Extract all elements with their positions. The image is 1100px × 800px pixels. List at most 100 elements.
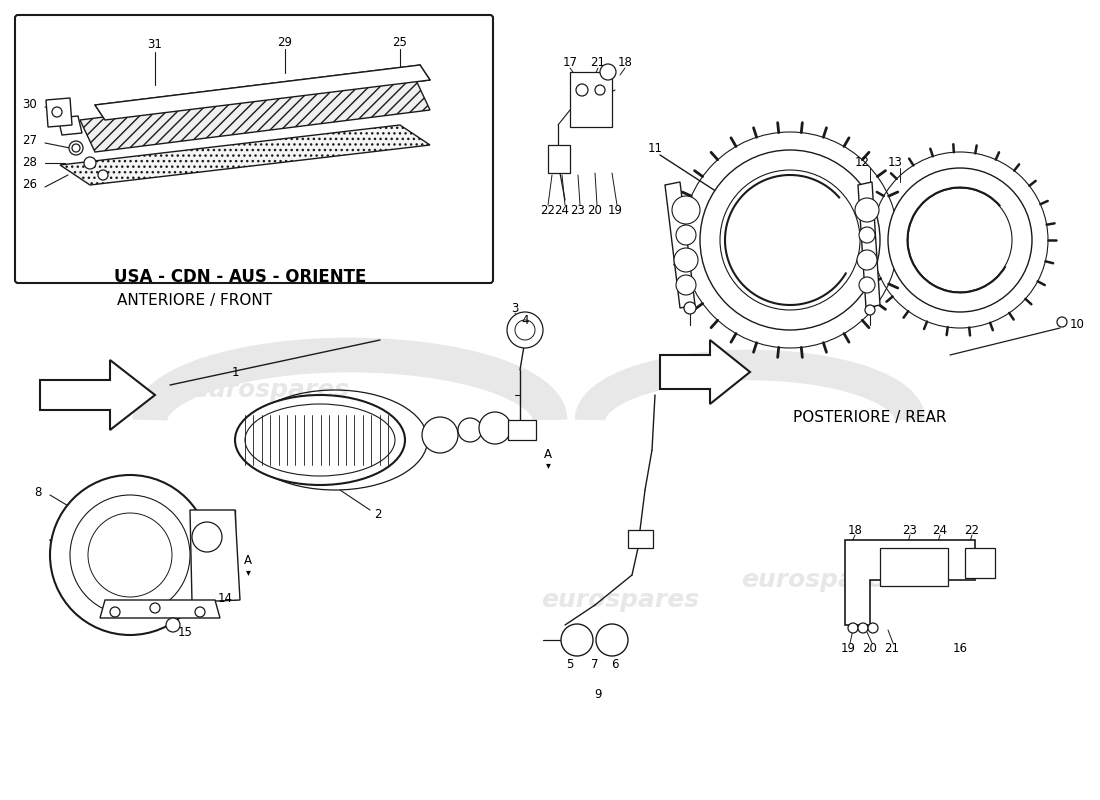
Circle shape [515, 320, 535, 340]
Text: 22: 22 [540, 203, 556, 217]
Text: 23: 23 [903, 523, 917, 537]
Circle shape [195, 607, 205, 617]
Text: eurospares: eurospares [741, 568, 899, 592]
Polygon shape [80, 78, 430, 152]
Polygon shape [190, 510, 240, 602]
Bar [548, 145, 570, 173]
Text: ANTERIORE / FRONT: ANTERIORE / FRONT [118, 293, 273, 308]
Circle shape [888, 168, 1032, 312]
Text: 6: 6 [612, 658, 618, 671]
Text: 25: 25 [393, 35, 407, 49]
Circle shape [672, 196, 700, 224]
Circle shape [478, 412, 512, 444]
Bar [965, 548, 996, 578]
Circle shape [507, 312, 543, 348]
Circle shape [676, 225, 696, 245]
Text: 19: 19 [607, 203, 623, 217]
Text: 22: 22 [965, 523, 979, 537]
Ellipse shape [235, 395, 405, 485]
Text: 29: 29 [277, 35, 293, 49]
Circle shape [576, 84, 588, 96]
Text: 5: 5 [566, 658, 574, 671]
Text: 9: 9 [594, 689, 602, 702]
Text: 20: 20 [862, 642, 878, 654]
Text: 18: 18 [617, 55, 632, 69]
Text: USA - CDN - AUS - ORIENTE: USA - CDN - AUS - ORIENTE [113, 268, 366, 286]
Text: 23: 23 [571, 203, 585, 217]
Circle shape [98, 170, 108, 180]
Text: 27: 27 [22, 134, 37, 146]
Text: 1: 1 [231, 366, 239, 378]
Polygon shape [660, 340, 750, 404]
Polygon shape [845, 540, 975, 625]
Circle shape [150, 603, 160, 613]
Circle shape [84, 157, 96, 169]
Text: 24: 24 [933, 523, 947, 537]
Circle shape [69, 141, 82, 155]
Text: 31: 31 [147, 38, 163, 51]
Circle shape [865, 305, 874, 315]
Text: 12: 12 [855, 155, 869, 169]
Circle shape [858, 623, 868, 633]
Circle shape [674, 248, 698, 272]
Circle shape [855, 198, 879, 222]
Circle shape [859, 277, 874, 293]
Text: 21: 21 [884, 642, 900, 654]
Text: 10: 10 [1070, 318, 1085, 331]
Text: 21: 21 [591, 55, 605, 69]
Circle shape [908, 188, 1012, 292]
Text: 19: 19 [840, 642, 856, 654]
Circle shape [868, 623, 878, 633]
Text: 16: 16 [953, 642, 968, 654]
Text: 26: 26 [22, 178, 37, 191]
Bar [880, 548, 948, 586]
Circle shape [52, 107, 62, 117]
Circle shape [561, 624, 593, 656]
Text: POSTERIORE / REAR: POSTERIORE / REAR [793, 410, 947, 425]
Polygon shape [100, 600, 220, 618]
Circle shape [720, 170, 860, 310]
Circle shape [70, 495, 190, 615]
Text: 2: 2 [374, 509, 382, 522]
Circle shape [166, 618, 180, 632]
Circle shape [684, 302, 696, 314]
Text: 20: 20 [587, 203, 603, 217]
Polygon shape [858, 182, 880, 308]
Circle shape [192, 522, 222, 552]
Text: 17: 17 [562, 55, 578, 69]
Circle shape [848, 623, 858, 633]
Bar [508, 420, 536, 440]
FancyBboxPatch shape [15, 15, 493, 283]
Polygon shape [58, 116, 82, 135]
Text: ▾: ▾ [245, 567, 251, 577]
Text: 28: 28 [23, 155, 37, 169]
Text: A: A [244, 554, 252, 566]
Circle shape [596, 624, 628, 656]
Text: 11: 11 [648, 142, 662, 154]
Polygon shape [60, 125, 430, 185]
Text: 3: 3 [512, 302, 519, 314]
Circle shape [72, 144, 80, 152]
Circle shape [600, 64, 616, 80]
Text: 18: 18 [848, 523, 862, 537]
Text: A: A [544, 449, 552, 462]
Bar [628, 530, 653, 548]
Text: 15: 15 [177, 626, 192, 638]
Circle shape [1057, 317, 1067, 327]
Circle shape [857, 250, 877, 270]
Text: eurospares: eurospares [191, 378, 349, 402]
Text: 13: 13 [888, 155, 902, 169]
Polygon shape [40, 360, 155, 430]
Polygon shape [666, 182, 695, 308]
Circle shape [700, 150, 880, 330]
Circle shape [110, 607, 120, 617]
Circle shape [595, 85, 605, 95]
Text: 14: 14 [218, 591, 232, 605]
Text: 4: 4 [521, 314, 529, 326]
Circle shape [458, 418, 482, 442]
Text: 8: 8 [34, 486, 42, 499]
Text: 24: 24 [554, 203, 570, 217]
Circle shape [859, 227, 874, 243]
Circle shape [676, 275, 696, 295]
Circle shape [422, 417, 458, 453]
